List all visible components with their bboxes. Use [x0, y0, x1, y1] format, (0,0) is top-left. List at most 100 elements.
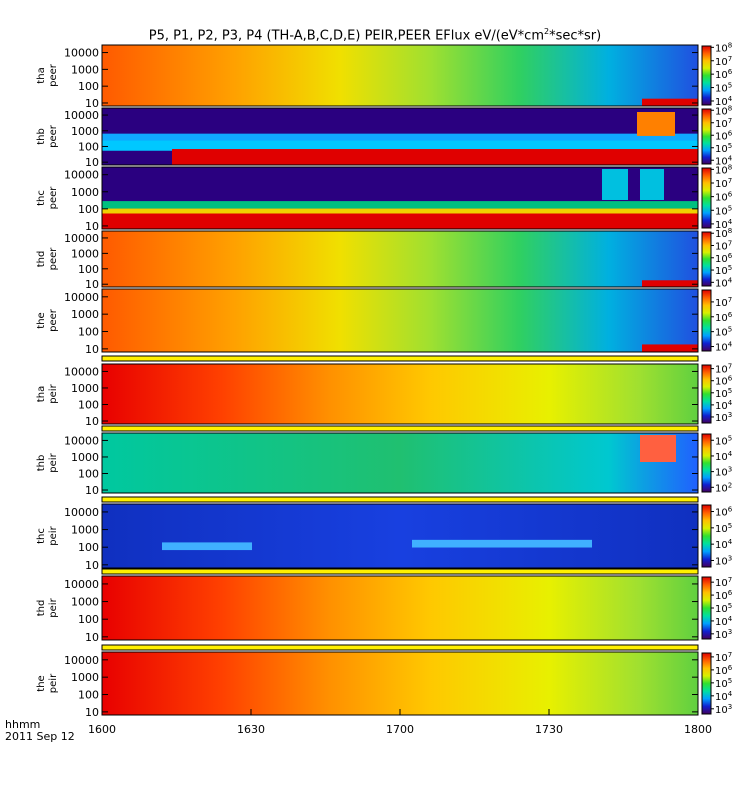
spectrogram-low-energy [642, 98, 698, 106]
spectrogram-band-yellow [102, 208, 698, 214]
colorbar-tick-label: 106 [715, 311, 733, 324]
y-tick-label: 1000 [71, 596, 99, 609]
colorbar-tick-label: 104 [715, 95, 733, 108]
panel-label-probe: thc [36, 528, 47, 544]
colorbar-tick-label: 107 [715, 576, 732, 589]
colorbar-tick-label: 105 [715, 387, 732, 400]
y-tick-label: 10 [85, 706, 99, 719]
chart-title-main: P5, P1, P2, P3, P4 (TH-A,B,C,D,E) PEIR,P… [148, 28, 544, 44]
panel-frame [101, 363, 699, 425]
chart-title: P5, P1, P2, P3, P4 (TH-A,B,C,D,E) PEIR,P… [0, 27, 750, 43]
colorbar-tick-label: 104 [715, 538, 733, 551]
y-tick-label: 10000 [64, 109, 99, 122]
x-tick-label: 1600 [88, 723, 116, 736]
colorbar [701, 652, 712, 715]
spectrogram-band-cyan [102, 140, 698, 151]
y-tick-label: 100 [78, 689, 99, 702]
colorbar [701, 231, 712, 287]
panel-label-probe: tha [36, 386, 47, 402]
x-tick-label: 1800 [684, 723, 712, 736]
y-tick-label: 100 [78, 203, 99, 216]
x-tick-label: 1630 [237, 723, 265, 736]
colorbar-tick-label: 105 [715, 264, 732, 277]
panel-label-probe: the [36, 675, 47, 691]
spectrogram-band-mid [102, 133, 698, 141]
time-axis-label: hhmm [5, 718, 40, 731]
colorbar-tick-label: 105 [715, 204, 732, 217]
spectrogram-image [102, 433, 698, 493]
colorbar-tick-label: 105 [715, 602, 732, 615]
spectrogram-image [102, 652, 698, 715]
spectrogram-burst [640, 435, 676, 462]
spectrogram-burst [602, 169, 628, 200]
spectrogram-image [102, 576, 698, 640]
colorbar-tick-label: 105 [715, 677, 732, 690]
panel-label-product: peir [48, 597, 59, 617]
panel-the-peer: 10 100 1000 10000 the peer 107 106 105 104 [36, 288, 733, 356]
panel-label-probe: thb [36, 128, 47, 145]
colorbar-tick-label: 107 [715, 651, 732, 664]
y-tick-label: 100 [78, 541, 99, 554]
colorbar-tick-label: 106 [715, 506, 733, 519]
y-tick-label: 10000 [64, 506, 99, 519]
colorbar-tick-label: 108 [715, 227, 732, 240]
panel-frame [101, 230, 699, 288]
panel-label-product: peir [48, 452, 59, 472]
panel-label-probe: thd [36, 251, 47, 268]
y-tick-label: 100 [78, 263, 99, 276]
colorbar-tick-label: 105 [715, 82, 732, 95]
colorbar-tick-label: 105 [715, 434, 732, 447]
colorbar [701, 433, 712, 493]
y-tick-label: 10000 [64, 47, 99, 60]
spectrogram-burst [640, 169, 664, 200]
y-tick-label: 10000 [64, 654, 99, 667]
y-tick-label: 10 [85, 484, 99, 497]
colorbar-tick-label: 104 [715, 450, 733, 463]
colorbar-tick-label: 104 [715, 276, 733, 289]
colorbar [701, 45, 712, 106]
colorbar-tick-label: 106 [715, 589, 733, 602]
colorbar [701, 167, 712, 229]
colorbar-tick-label: 104 [715, 615, 733, 628]
spectrogram-band-mid [102, 201, 698, 209]
colorbar-tick-label: 102 [715, 481, 732, 494]
colorbar-tick-label: 105 [715, 522, 732, 535]
x-tick-label: 1700 [386, 723, 414, 736]
colorbar-tick-label: 107 [715, 117, 732, 130]
chart-title-superscript: 2 [543, 27, 550, 36]
spectrogram-burst [637, 112, 675, 136]
panel-label-product: peer [48, 247, 59, 271]
panel-thb-peir: 10 100 1000 10000 thb peir 105 104 103 102 [36, 432, 733, 497]
panel-separator [101, 644, 699, 651]
y-tick-label: 100 [78, 398, 99, 411]
panel-frame [101, 166, 699, 230]
y-tick-label: 1000 [71, 125, 99, 138]
colorbar-tick-label: 104 [715, 690, 733, 703]
panel-label-product: peir [48, 673, 59, 693]
y-tick-label: 1000 [71, 247, 99, 260]
panel-separator [101, 496, 699, 503]
y-tick-label: 10 [85, 559, 99, 572]
y-tick-label: 1000 [71, 186, 99, 199]
spectrogram-image [102, 231, 698, 287]
colorbar-tick-label: 104 [715, 154, 733, 167]
panel-thc-peir: 10 100 1000 10000 thc peir 106 105 104 103 [36, 503, 733, 572]
spectrogram-image [102, 45, 698, 106]
time-axis-date: 2011 Sep 12 [5, 730, 75, 743]
panel-separator [101, 568, 699, 575]
colorbar-tick-label: 106 [715, 129, 733, 142]
colorbar-tick-label: 105 [715, 326, 732, 339]
colorbar-tick-label: 103 [715, 628, 732, 641]
panel-frame [101, 44, 699, 107]
y-tick-label: 1000 [71, 671, 99, 684]
spectrogram-band-red [172, 149, 698, 165]
y-tick-label: 10 [85, 97, 99, 110]
y-tick-label: 1000 [71, 63, 99, 76]
colorbar-tick-label: 106 [715, 375, 733, 388]
y-tick-label: 10 [85, 156, 99, 169]
colorbar-tick-label: 108 [715, 41, 732, 54]
